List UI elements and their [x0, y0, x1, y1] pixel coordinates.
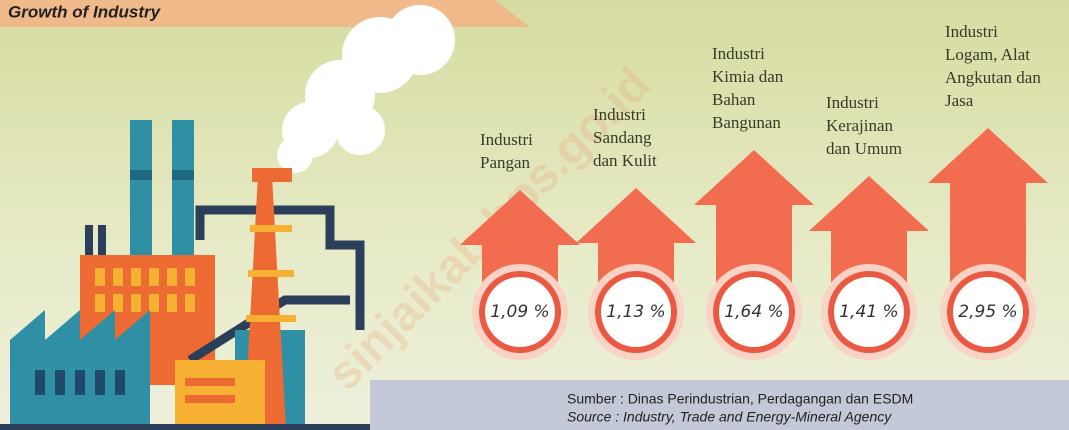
- value-label: 1,09 %: [490, 302, 549, 322]
- item-label: Angkutan dan: [945, 68, 1041, 87]
- title: Growth of Industry: [8, 2, 162, 21]
- value-label: 1,41 %: [839, 302, 898, 322]
- value-label: 1,13 %: [606, 302, 665, 322]
- item-label: Pangan: [480, 153, 531, 172]
- item-label: Industri: [826, 93, 879, 112]
- item-label: Jasa: [945, 91, 974, 110]
- item-label: Kerajinan: [826, 116, 894, 135]
- source-id: Sumber : Dinas Perindustrian, Perdaganga…: [567, 391, 913, 407]
- item-label: Industri: [712, 44, 765, 63]
- item-label: Bangunan: [712, 113, 781, 132]
- item-label: Kimia dan: [712, 67, 784, 86]
- infographic: Growth of Industry sinjaikab.bps.go.id 1…: [0, 0, 1069, 430]
- item-label: dan Umum: [826, 139, 902, 158]
- item-label: Industri: [945, 22, 998, 41]
- item-label: Bahan: [712, 90, 756, 109]
- item-label: Industri: [480, 130, 533, 149]
- item-label: dan Kulit: [593, 151, 657, 170]
- page: Growth of Industry sinjaikab.bps.go.id 1…: [0, 0, 1069, 430]
- item-label: Industri: [593, 105, 646, 124]
- item-label: Logam, Alat: [945, 45, 1030, 64]
- value-label: 2,95 %: [958, 302, 1017, 322]
- item-label: Sandang: [593, 128, 652, 147]
- value-label: 1,64 %: [724, 302, 783, 322]
- source-en: Source : Industry, Trade and Energy-Mine…: [567, 409, 892, 425]
